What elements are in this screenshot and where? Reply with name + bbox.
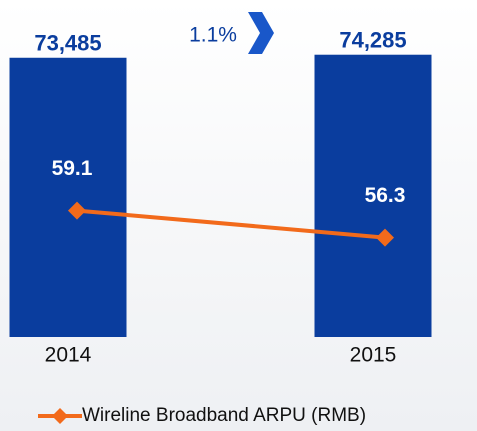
x-tick-label: 2014 [45, 344, 92, 367]
line [76, 208, 386, 240]
line-value-label: 59.1 [52, 157, 93, 180]
bar-value-label: 74,285 [339, 28, 406, 53]
growth-annotation: 1.1% [189, 24, 237, 47]
x-tick-label: 2015 [350, 344, 397, 367]
line-marker [68, 201, 86, 220]
bar [314, 54, 432, 337]
line-marker [376, 228, 394, 247]
legend-marker [52, 408, 68, 424]
bar [9, 57, 127, 338]
line-value-label: 56.3 [365, 184, 406, 207]
bar-value-label: 73,485 [34, 31, 101, 56]
growth-arrow [248, 12, 274, 54]
legend-label: Wireline Broadband ARPU (RMB) [82, 405, 366, 426]
